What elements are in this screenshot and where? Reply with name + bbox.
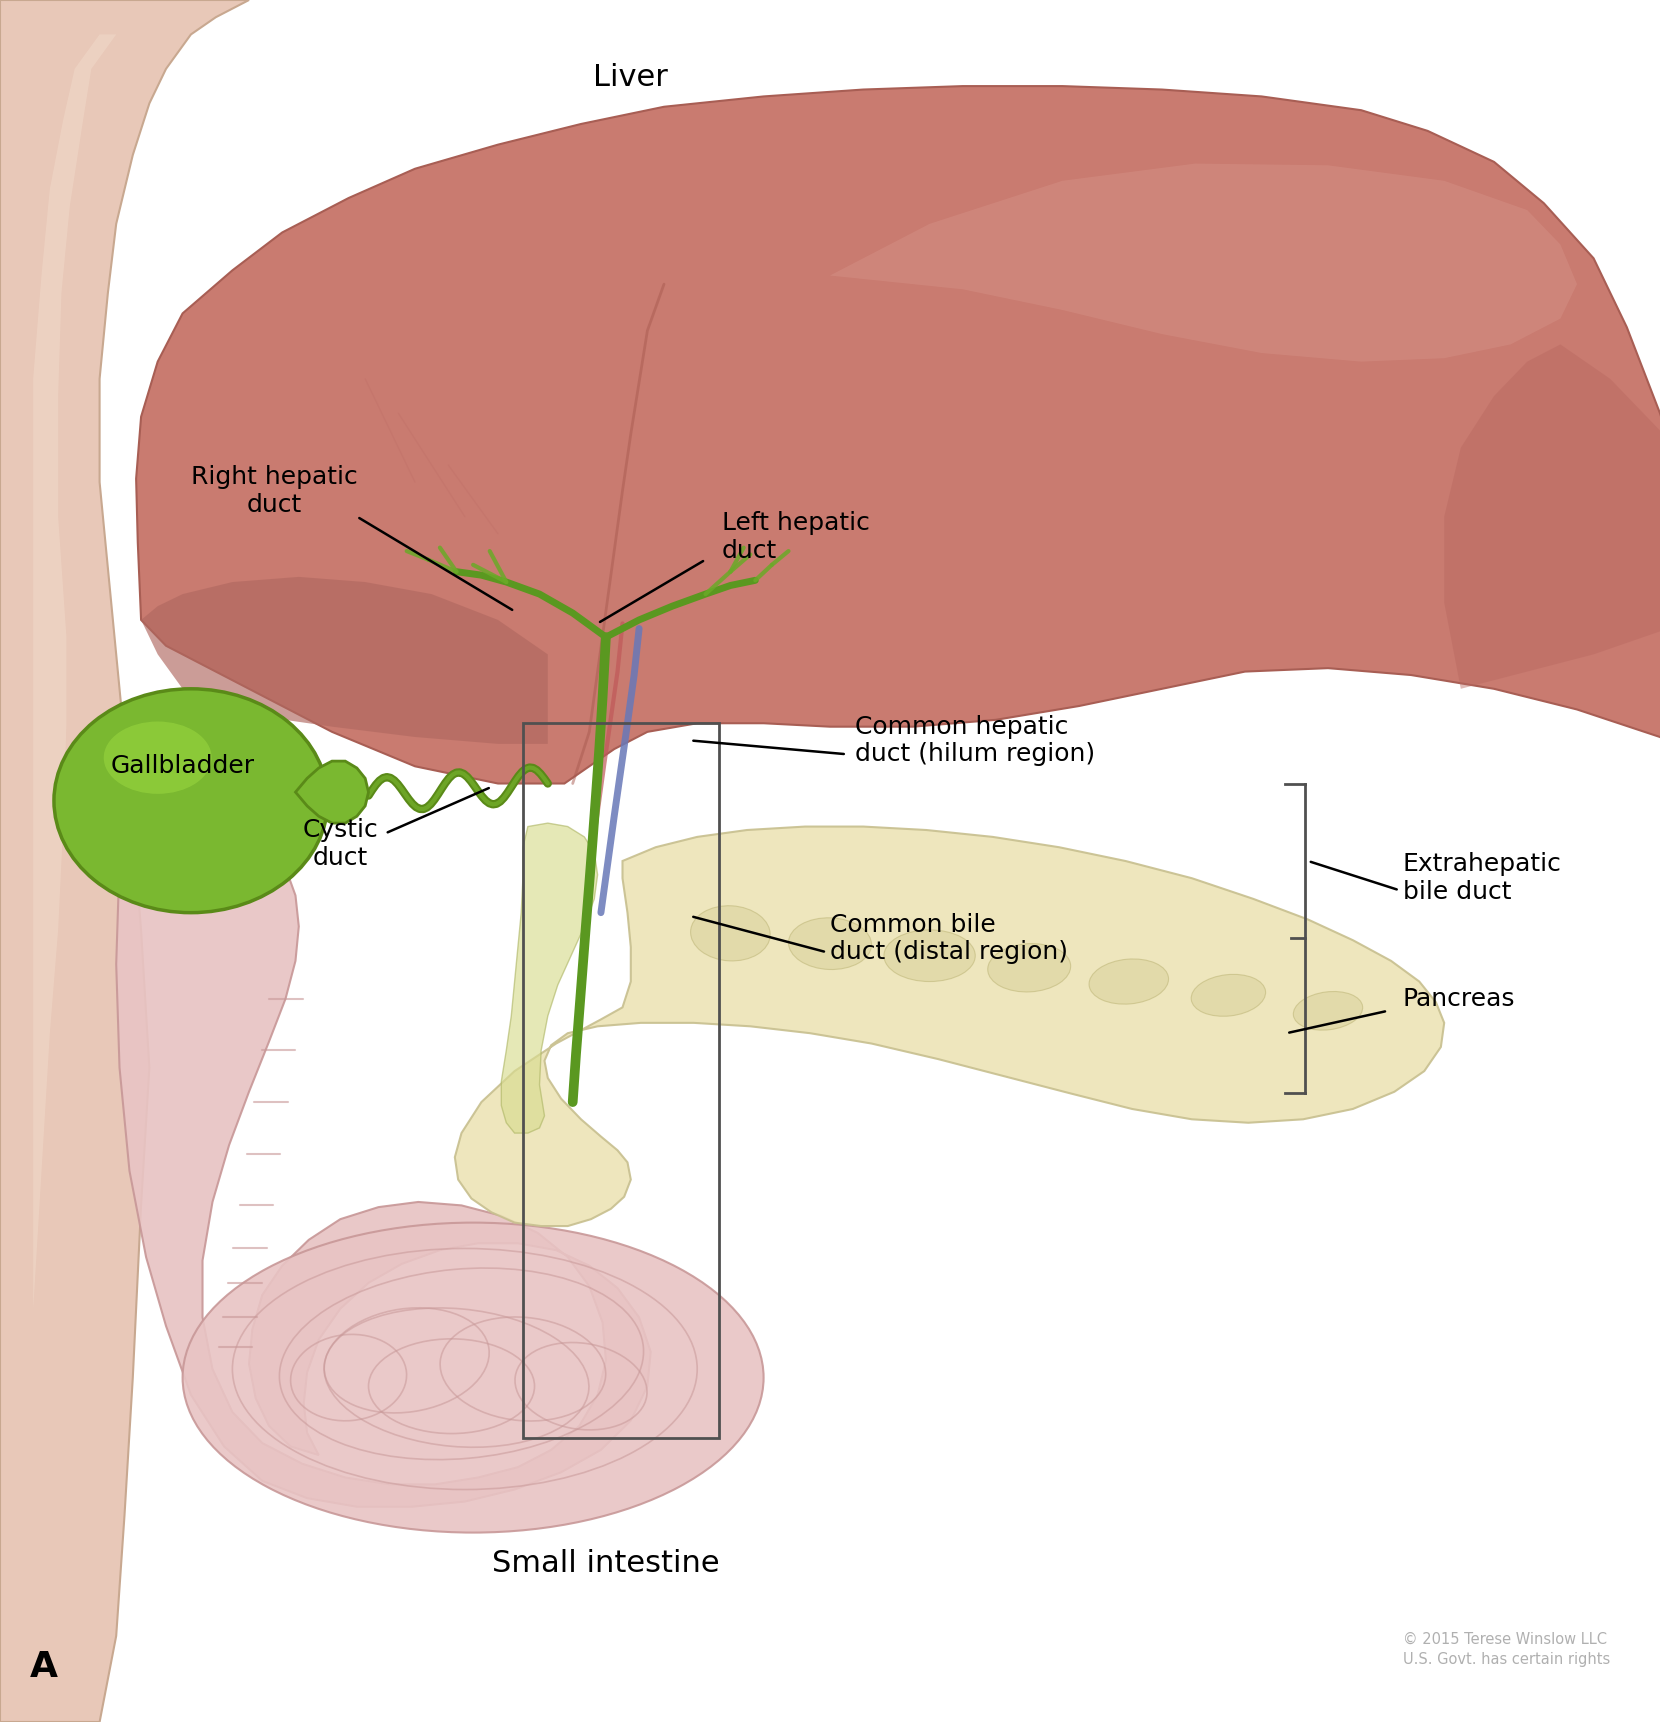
Ellipse shape bbox=[884, 930, 975, 982]
Polygon shape bbox=[502, 823, 597, 1133]
Text: Common hepatic
duct (hilum region): Common hepatic duct (hilum region) bbox=[855, 715, 1095, 766]
Text: Common bile
duct (distal region): Common bile duct (distal region) bbox=[830, 913, 1069, 964]
Text: Left hepatic
duct: Left hepatic duct bbox=[722, 511, 870, 563]
Polygon shape bbox=[137, 86, 1667, 784]
Ellipse shape bbox=[690, 906, 770, 961]
Ellipse shape bbox=[788, 918, 872, 969]
Ellipse shape bbox=[989, 944, 1070, 992]
Polygon shape bbox=[33, 34, 117, 1309]
Ellipse shape bbox=[1192, 975, 1265, 1016]
Ellipse shape bbox=[183, 1223, 763, 1533]
Text: © 2015 Terese Winslow LLC
U.S. Govt. has certain rights: © 2015 Terese Winslow LLC U.S. Govt. has… bbox=[1402, 1632, 1610, 1667]
Polygon shape bbox=[0, 0, 248, 1722]
Text: Right hepatic
duct: Right hepatic duct bbox=[190, 465, 357, 517]
Text: A: A bbox=[30, 1650, 58, 1684]
Polygon shape bbox=[830, 164, 1577, 362]
Polygon shape bbox=[455, 827, 1444, 1226]
Ellipse shape bbox=[1294, 992, 1362, 1030]
Ellipse shape bbox=[103, 722, 212, 794]
Polygon shape bbox=[117, 775, 650, 1507]
Polygon shape bbox=[142, 577, 548, 744]
Bar bbox=[523, 723, 718, 1438]
Text: Gallbladder: Gallbladder bbox=[110, 754, 255, 778]
Text: Pancreas: Pancreas bbox=[1402, 987, 1515, 1011]
Text: Liver: Liver bbox=[593, 64, 668, 91]
Polygon shape bbox=[295, 761, 368, 823]
Text: Extrahepatic
bile duct: Extrahepatic bile duct bbox=[1402, 852, 1562, 904]
Ellipse shape bbox=[1089, 959, 1169, 1004]
Ellipse shape bbox=[53, 689, 328, 913]
Text: Small intestine: Small intestine bbox=[492, 1550, 720, 1577]
Polygon shape bbox=[1444, 344, 1667, 689]
Text: Cystic
duct: Cystic duct bbox=[302, 818, 378, 870]
